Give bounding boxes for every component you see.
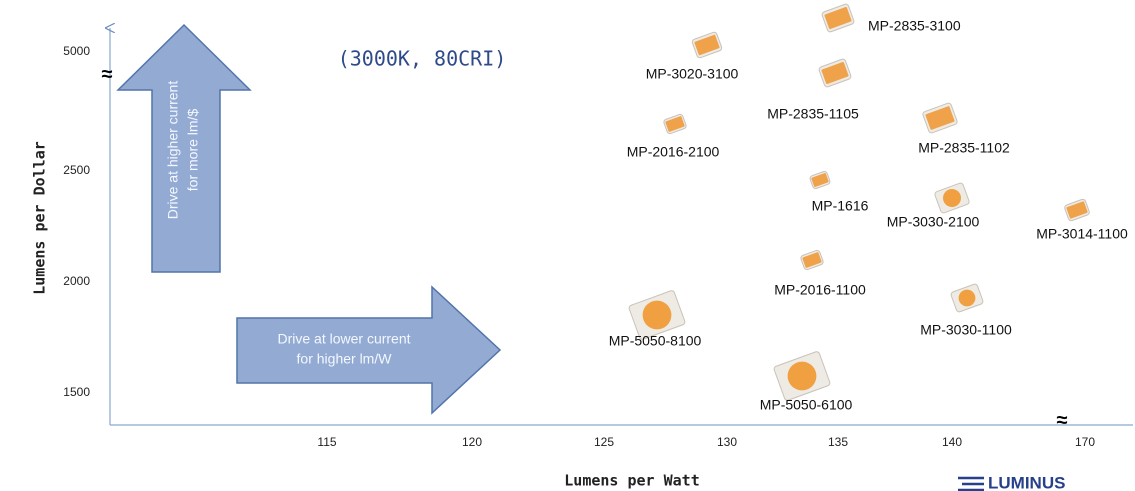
- led-icon: [628, 290, 686, 340]
- x-tick-label: 120: [462, 435, 482, 449]
- y-tick-label: 2500: [63, 163, 90, 177]
- led-icon: [818, 58, 852, 88]
- arrow-text: for more lm/$: [185, 109, 201, 192]
- axis-break: ≈: [102, 63, 113, 85]
- logo: LUMINUS: [958, 473, 1065, 491]
- logo-text: LUMINUS: [988, 473, 1065, 491]
- led-emitter: [787, 361, 817, 391]
- x-tick-label: 135: [828, 435, 848, 449]
- led-emitter: [925, 106, 955, 130]
- led-emitter: [642, 300, 672, 330]
- x-tick-label: 140: [942, 435, 962, 449]
- subtitle: (3000K, 80CRI): [338, 47, 507, 71]
- led-emitter: [821, 61, 849, 85]
- y-tick-label: 1500: [63, 385, 90, 399]
- x-tick-label: 115: [317, 435, 336, 449]
- y-tick-label: 2000: [63, 274, 90, 288]
- arrow-text: for higher lm/W: [297, 351, 393, 367]
- product-label: MP-5050-6100: [760, 397, 853, 413]
- x-tick-label: 170: [1075, 435, 1095, 449]
- led-emitter: [824, 6, 852, 30]
- x-tick-label: 125: [594, 435, 614, 449]
- product-label: MP-1616: [812, 198, 869, 214]
- product-label: MP-5050-8100: [609, 333, 702, 349]
- led-icon: [922, 102, 958, 134]
- arrow-text: Drive at lower current: [277, 331, 410, 347]
- led-emitter: [958, 289, 976, 307]
- product-label: MP-3014-1100: [1036, 226, 1128, 242]
- up-arrow: [116, 23, 252, 273]
- product-label: MP-3020-3100: [646, 66, 739, 82]
- x-tick-label: 130: [717, 435, 737, 449]
- x-axis-title: Lumens per Watt: [564, 472, 699, 490]
- axis-break: ≈: [1057, 409, 1068, 431]
- led-emitter: [1066, 201, 1088, 219]
- led-icon: [663, 113, 687, 135]
- right-arrow: [236, 285, 502, 415]
- led-emitter: [943, 189, 961, 207]
- product-label: MP-2835-1102: [918, 140, 1010, 156]
- product-label: MP-2835-1105: [767, 106, 859, 122]
- led-emitter: [665, 116, 685, 132]
- led-icon: [800, 249, 824, 271]
- product-label: MP-2835-3100: [868, 18, 961, 34]
- led-icon: [773, 351, 831, 401]
- led-icon: [809, 170, 831, 190]
- product-label: MP-2016-1100: [774, 282, 866, 298]
- y-tick-label: 5000: [63, 44, 90, 58]
- y-axis-title: Lumens per Dollar: [31, 141, 49, 295]
- led-icon: [821, 3, 855, 33]
- led-icon: [1064, 198, 1090, 222]
- led-emitter: [802, 252, 822, 268]
- led-icon: [691, 31, 723, 59]
- product-label: MP-3030-1100: [920, 322, 1012, 338]
- product-label: MP-3030-2100: [887, 214, 980, 230]
- led-icon: [950, 283, 984, 313]
- led-icon: [934, 182, 970, 214]
- product-label: MP-2016-2100: [627, 144, 720, 160]
- arrow-text: Drive at higher current: [165, 81, 181, 220]
- led-emitter: [694, 34, 720, 56]
- led-emitter: [811, 173, 829, 187]
